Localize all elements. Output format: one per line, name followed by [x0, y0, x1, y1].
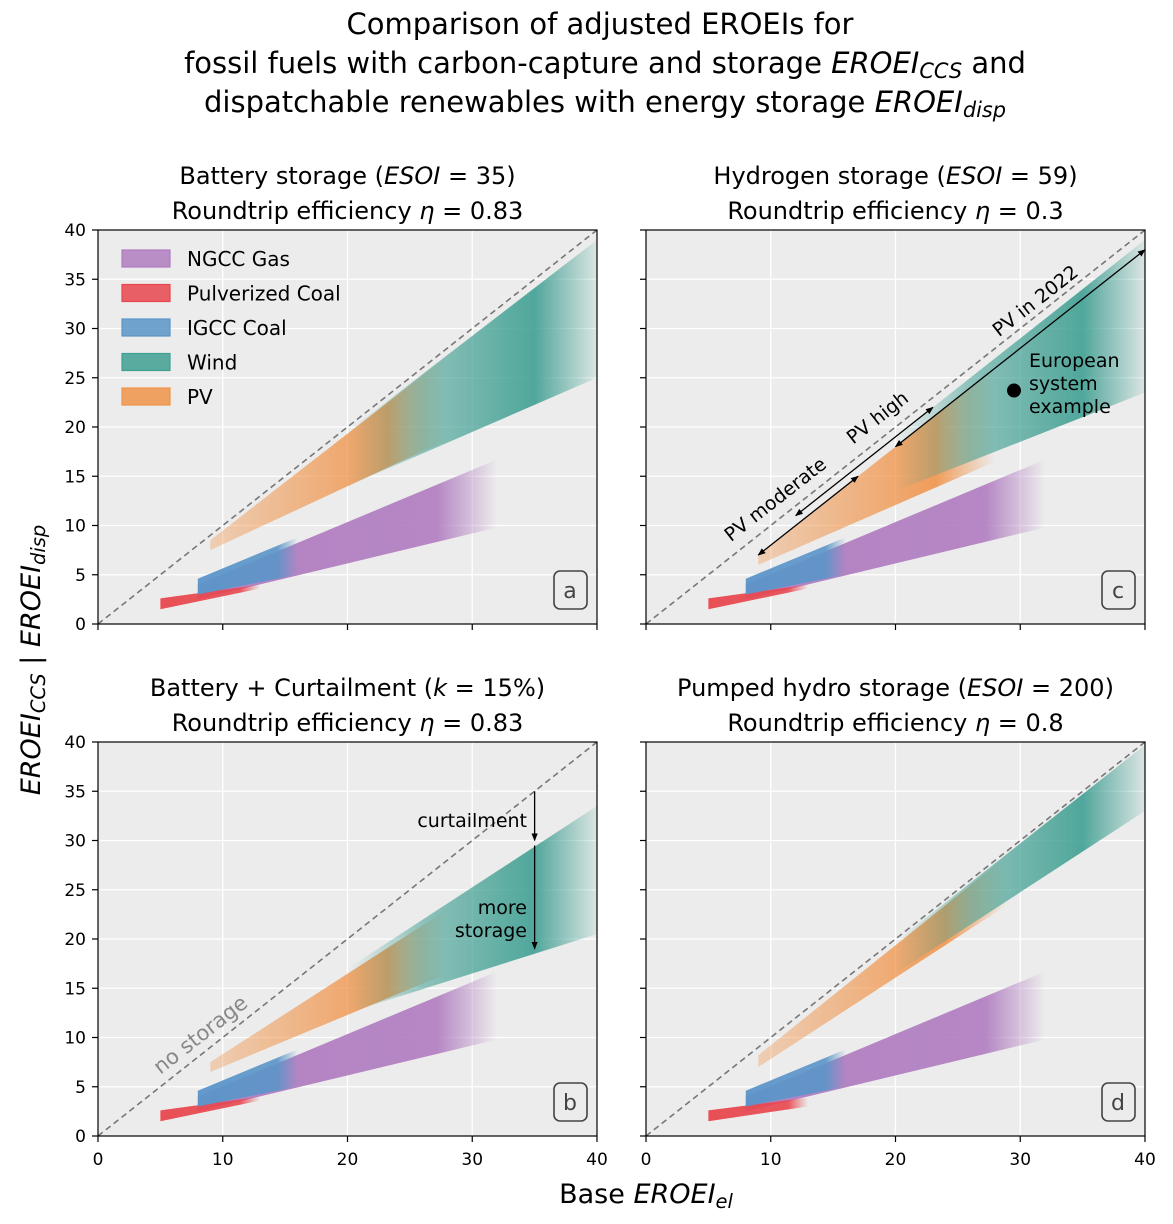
reference-line	[645, 741, 1146, 1137]
legend-label: PV	[187, 385, 213, 409]
band-pulverized-coal	[160, 584, 261, 610]
y-tick-label: 40	[64, 733, 86, 753]
figure-title-line-1: Comparison of adjusted EROEIs for	[347, 7, 854, 41]
corner-label: c	[1112, 579, 1124, 604]
panel-title: Hydrogen storage (ESOI = 59)	[713, 162, 1077, 190]
x-tick-label: 30	[1009, 1150, 1031, 1170]
point-label-3: example	[1029, 396, 1111, 418]
y-tick-label: 25	[64, 881, 86, 901]
x-tick-label: 20	[885, 1150, 907, 1170]
band-wind	[347, 239, 597, 487]
example-point	[1007, 383, 1022, 398]
x-tick-label: 40	[1134, 1150, 1156, 1170]
band-pulverized-coal	[708, 1097, 809, 1122]
y-tick-label: 30	[64, 320, 86, 340]
figure-title-line-2: fossil fuels with carbon-capture and sto…	[184, 46, 1026, 83]
legend-swatch	[121, 387, 171, 406]
y-tick-label: 20	[64, 930, 86, 950]
x-tick-label: 10	[760, 1150, 782, 1170]
reference-line	[645, 229, 1146, 625]
y-tick-label: 35	[64, 782, 86, 802]
panel-d: 0 10 20 30 40 Pumped hydro storage (ESOI = 20…	[640, 674, 1156, 1170]
legend-swatch	[121, 249, 171, 268]
y-tick-label: 20	[64, 418, 86, 438]
y-tick-label: 35	[64, 270, 86, 290]
x-tick-label: 40	[586, 1150, 608, 1170]
panel-subtitle: Roundtrip efficiency η = 0.3	[727, 197, 1063, 225]
x-tick-label: 10	[212, 1150, 234, 1170]
band-igcc-coal	[197, 1049, 298, 1107]
corner-label-box	[1101, 1082, 1136, 1122]
legend-swatch	[121, 283, 171, 303]
more-storage-label-1: more	[478, 897, 527, 919]
corner-label: b	[563, 1091, 577, 1116]
corner-label-box	[553, 1082, 588, 1122]
panel-subtitle: Roundtrip efficiency η = 0.8	[727, 709, 1063, 737]
band-igcc-coal	[197, 537, 298, 595]
panel-title: Battery storage (ESOI = 35)	[179, 162, 515, 190]
legend-label: Wind	[187, 351, 237, 375]
arrow	[894, 249, 1146, 448]
y-tick-label: 15	[64, 467, 86, 487]
y-tick-label: 0	[75, 1127, 86, 1147]
legend-label: NGCC Gas	[187, 247, 290, 271]
panel-a: 0 5 10 15 20 25 30 35 40 Battery storage (ESOI = …	[64, 162, 598, 635]
y-axis-label: EROEICCS | EROEIdisp	[16, 525, 50, 796]
corner-label: a	[563, 579, 576, 604]
y-tick-label: 25	[64, 369, 86, 389]
more-storage-label-2: storage	[455, 920, 527, 942]
legend-swatch	[121, 318, 171, 337]
corner-label-box	[1101, 570, 1136, 610]
corner-label-box	[553, 570, 588, 610]
y-tick-label: 30	[64, 832, 86, 852]
panel-title: Battery + Curtailment (k = 15%)	[150, 674, 545, 702]
panel-b: 0 10 20 30 40 0 5 10 15 20 25 30 35 40 Battery + Curta…	[64, 674, 607, 1170]
legend-swatch	[121, 352, 171, 372]
x-tick-label: 0	[93, 1150, 104, 1170]
panel-title: Pumped hydro storage (ESOI = 200)	[677, 674, 1114, 702]
y-tick-label: 10	[64, 517, 86, 537]
band-igcc-coal	[745, 1049, 846, 1107]
legend-label: IGCC Coal	[187, 316, 287, 340]
y-tick-label: 10	[64, 1029, 86, 1049]
panel-subtitle: Roundtrip efficiency η = 0.83	[172, 709, 524, 737]
point-label-2: system	[1029, 373, 1098, 395]
band-pulverized-coal	[160, 1096, 261, 1122]
legend-label: Pulverized Coal	[187, 282, 341, 306]
corner-label: d	[1111, 1091, 1125, 1116]
reference-line	[97, 741, 598, 1137]
y-tick-label: 40	[64, 221, 86, 241]
panel-subtitle: Roundtrip efficiency η = 0.83	[172, 197, 524, 225]
x-tick-label: 0	[641, 1150, 652, 1170]
y-tick-label: 5	[75, 566, 86, 586]
point-label-1: European	[1029, 350, 1120, 372]
reference-line	[97, 229, 598, 625]
legend: NGCC Gas Pulverized Coal IGCC Coal Wind PV	[121, 247, 341, 409]
figure-title-line-3: dispatchable renewables with energy stor…	[204, 85, 1006, 122]
band-wind	[895, 744, 1145, 974]
y-tick-label: 5	[75, 1078, 86, 1098]
curtailment-label: curtailment	[417, 810, 527, 832]
x-tick-label: 30	[461, 1150, 483, 1170]
x-axis-label: Base EROEIel	[559, 1179, 733, 1213]
x-tick-label: 20	[337, 1150, 359, 1170]
band-pulverized-coal	[708, 584, 809, 610]
panel-c: Hydrogen storage (ESOI = 59) Roundtrip ef…	[640, 162, 1146, 630]
y-tick-label: 0	[75, 615, 86, 635]
y-tick-label: 15	[64, 979, 86, 999]
